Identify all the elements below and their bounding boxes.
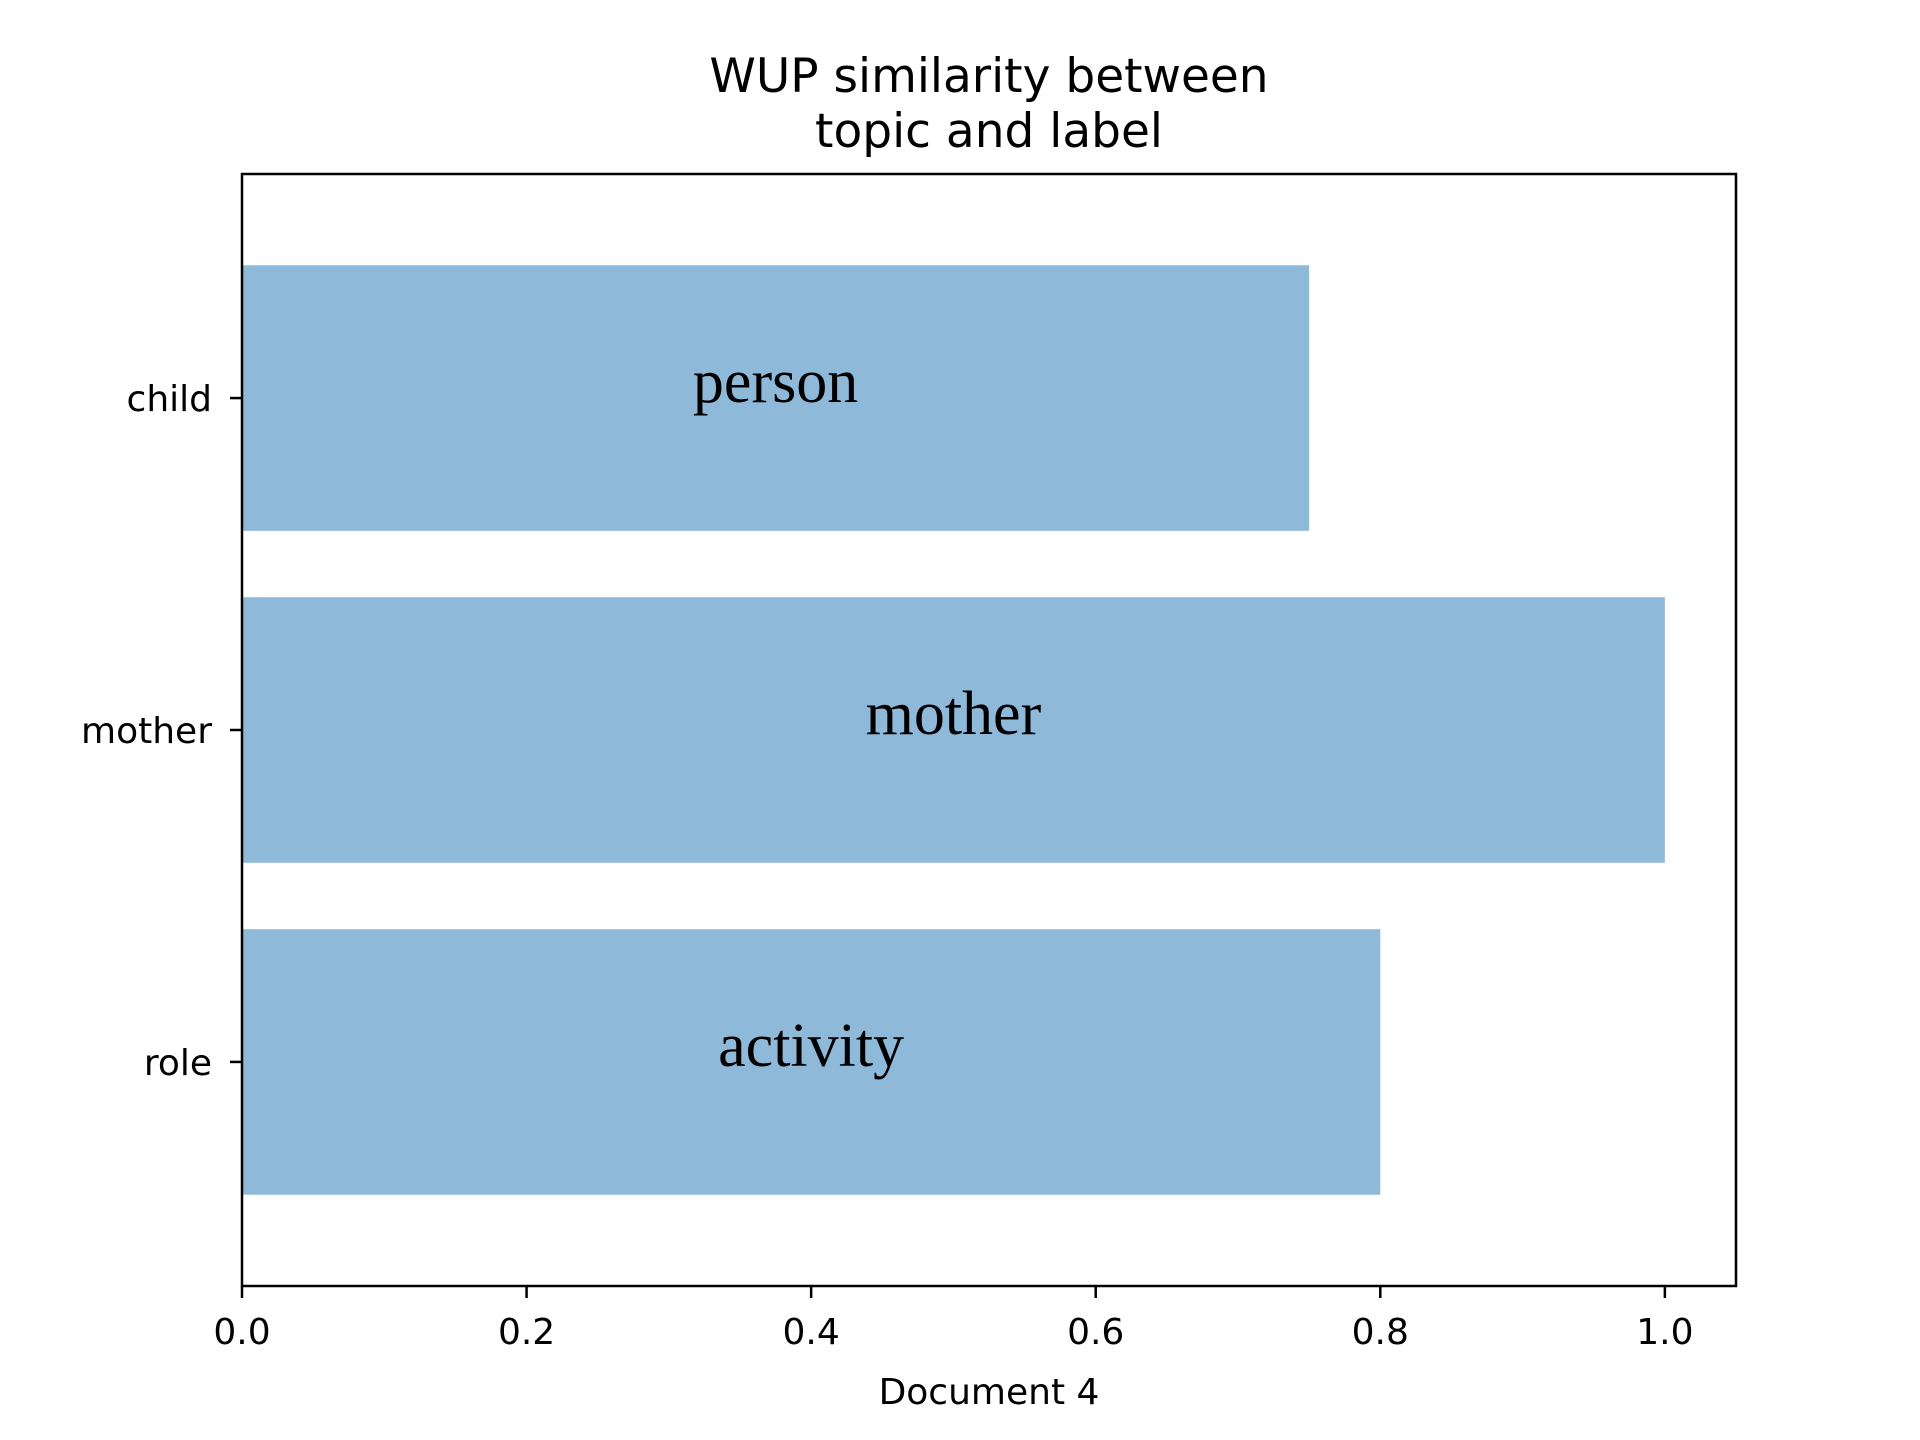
- x-tick-label-0.8: 0.8: [1352, 1312, 1409, 1353]
- bar-mother: [242, 597, 1665, 863]
- bar-labels-group: person mother activity: [693, 348, 1042, 1080]
- chart-title-line-1: WUP similarity between: [709, 49, 1268, 104]
- bar-label-mother: mother: [866, 680, 1042, 748]
- y-tick-label-mother: mother: [81, 711, 212, 752]
- chart-title-line-2: topic and label: [815, 104, 1163, 159]
- x-tick-label-1.0: 1.0: [1636, 1312, 1693, 1353]
- chart-title-group: WUP similarity between topic and label: [709, 49, 1268, 159]
- x-axis: 0.0 0.2 0.4 0.6 0.8 1.0: [213, 1286, 1693, 1353]
- x-axis-label: Document 4: [879, 1372, 1100, 1413]
- bar-label-child: person: [693, 348, 858, 416]
- y-tick-label-role: role: [144, 1043, 212, 1084]
- bar-label-role: activity: [718, 1012, 904, 1080]
- bar-child: [242, 265, 1310, 531]
- x-tick-label-0.0: 0.0: [213, 1312, 270, 1353]
- bar-role: [242, 929, 1381, 1195]
- x-tick-label-0.2: 0.2: [498, 1312, 555, 1353]
- y-axis: child mother role: [81, 379, 242, 1084]
- y-tick-label-child: child: [127, 379, 212, 420]
- x-tick-label-0.4: 0.4: [783, 1312, 840, 1353]
- x-tick-label-0.6: 0.6: [1067, 1312, 1124, 1353]
- bars-group: [242, 265, 1665, 1195]
